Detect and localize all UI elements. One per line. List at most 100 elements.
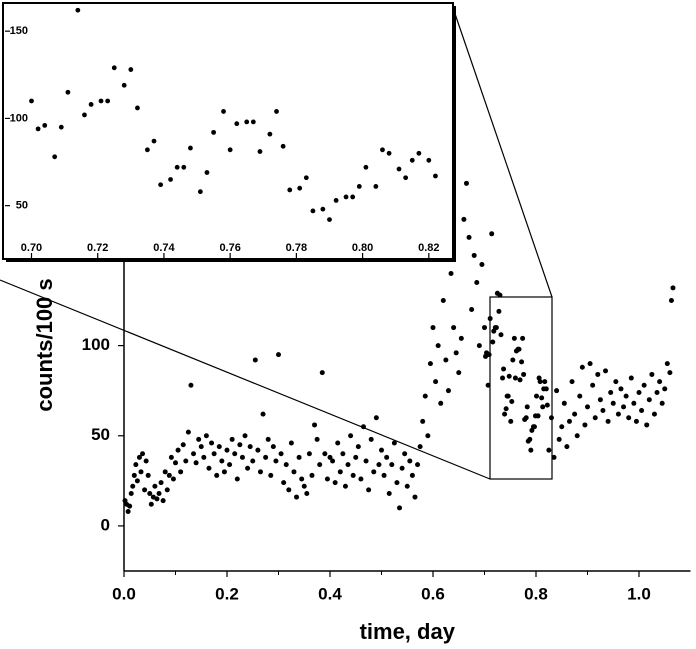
point xyxy=(147,490,153,496)
point xyxy=(170,476,176,482)
point xyxy=(58,124,64,130)
point xyxy=(493,325,499,331)
point xyxy=(128,490,134,496)
point xyxy=(511,335,517,341)
point xyxy=(257,469,263,475)
point xyxy=(508,418,514,424)
point xyxy=(639,408,645,414)
zoom-box xyxy=(489,296,553,480)
y-axis-title: counts/100 s xyxy=(32,278,57,411)
point xyxy=(542,379,548,385)
point xyxy=(381,472,387,478)
point xyxy=(523,415,529,421)
point xyxy=(162,469,168,475)
point xyxy=(399,465,405,471)
point xyxy=(247,444,253,450)
inset-frame xyxy=(2,2,454,260)
point xyxy=(121,82,127,88)
point xyxy=(355,444,361,450)
point xyxy=(597,397,603,403)
point xyxy=(497,292,503,298)
point xyxy=(420,418,426,424)
point xyxy=(111,65,117,71)
point xyxy=(52,154,58,160)
point xyxy=(500,375,506,381)
point xyxy=(577,393,583,399)
point xyxy=(175,447,181,453)
point xyxy=(482,325,487,331)
point xyxy=(173,460,178,466)
point xyxy=(445,388,451,394)
point xyxy=(527,436,533,442)
y-tick-label: 100 xyxy=(10,112,28,124)
point xyxy=(633,418,639,424)
point xyxy=(461,216,467,222)
point xyxy=(148,501,154,507)
point xyxy=(544,402,550,408)
point xyxy=(603,368,609,374)
point xyxy=(280,143,286,149)
point xyxy=(396,166,402,172)
point xyxy=(263,454,269,460)
point xyxy=(174,164,180,170)
point xyxy=(512,375,518,381)
x-tick-label: 1.0 xyxy=(627,584,651,603)
point xyxy=(154,496,160,502)
point xyxy=(430,325,436,331)
x-axis-title: time, day xyxy=(360,619,456,644)
point xyxy=(327,217,332,223)
point xyxy=(178,469,184,475)
point xyxy=(657,379,663,385)
x-tick-label: 0.4 xyxy=(318,584,342,603)
point xyxy=(528,447,534,453)
point xyxy=(227,147,233,153)
point xyxy=(540,404,546,410)
point xyxy=(556,436,562,442)
point xyxy=(363,458,369,464)
point xyxy=(138,469,144,475)
point xyxy=(309,472,315,478)
point xyxy=(201,454,207,460)
point xyxy=(244,119,250,125)
point xyxy=(451,325,457,331)
point xyxy=(188,145,193,151)
point xyxy=(394,480,400,486)
point xyxy=(291,469,297,475)
point xyxy=(143,458,149,464)
point xyxy=(125,508,131,514)
point xyxy=(337,469,343,475)
point xyxy=(517,377,523,383)
point xyxy=(368,436,374,442)
point xyxy=(239,454,245,460)
point xyxy=(135,105,140,111)
point xyxy=(131,472,137,478)
point xyxy=(268,472,274,478)
point xyxy=(224,447,230,453)
point xyxy=(168,177,173,182)
point xyxy=(127,503,133,509)
point xyxy=(204,170,210,175)
point xyxy=(140,451,146,457)
point xyxy=(158,480,164,486)
point xyxy=(551,454,557,460)
point xyxy=(340,451,346,457)
x-tick-label: 0.70 xyxy=(21,242,42,254)
point xyxy=(221,469,227,475)
point xyxy=(265,436,271,442)
point xyxy=(587,361,593,367)
point xyxy=(404,483,410,489)
point xyxy=(164,487,170,493)
point xyxy=(320,206,326,212)
point xyxy=(216,444,222,450)
point xyxy=(605,418,611,424)
point xyxy=(615,411,621,417)
point xyxy=(659,400,665,406)
point xyxy=(664,361,670,367)
point xyxy=(489,231,495,237)
point xyxy=(600,408,606,414)
point xyxy=(621,404,627,410)
point xyxy=(443,357,449,363)
point xyxy=(335,440,341,446)
point xyxy=(105,98,111,104)
point xyxy=(219,458,225,464)
